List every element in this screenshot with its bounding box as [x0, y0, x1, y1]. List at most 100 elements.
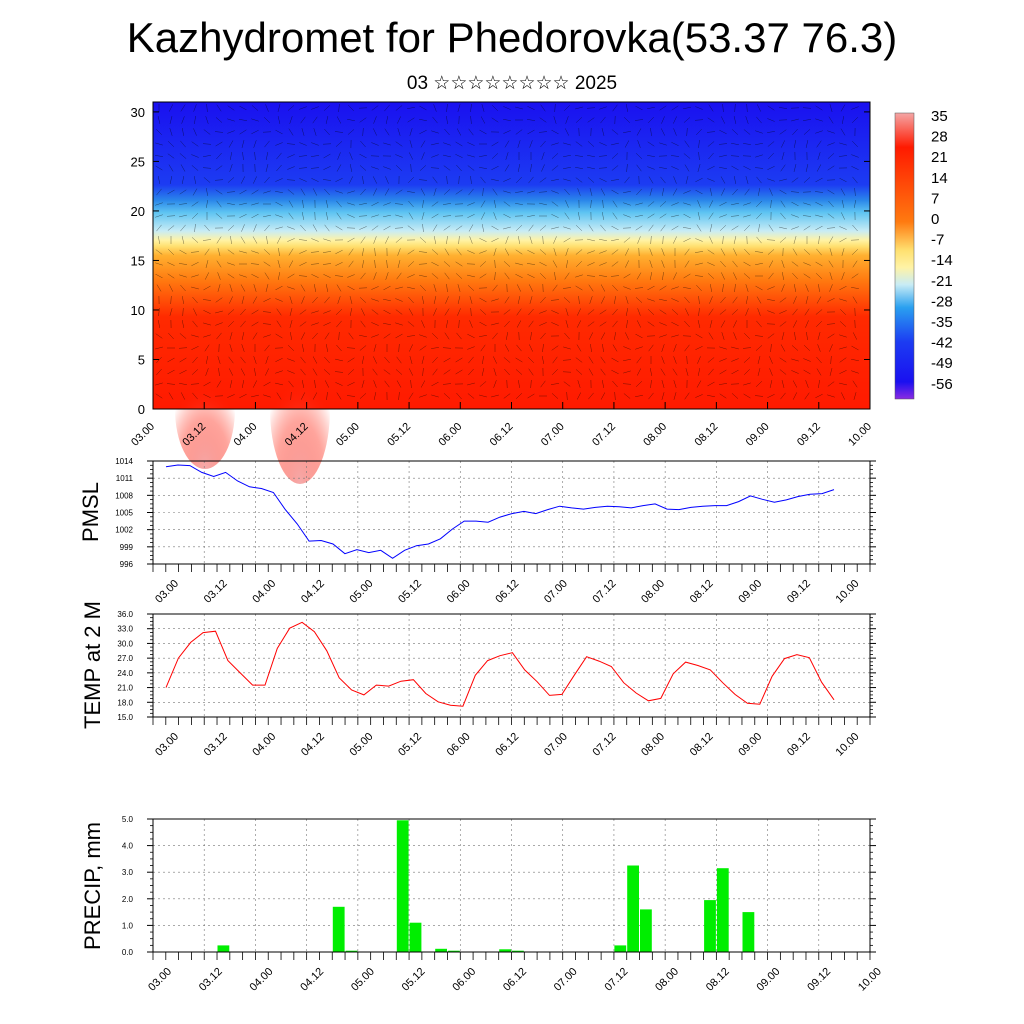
wind-vector [575, 357, 583, 363]
wind-vector [635, 153, 643, 159]
wind-vector [407, 274, 415, 278]
wind-vector [469, 236, 473, 244]
wind-vector [252, 380, 258, 388]
wind-vector [455, 261, 463, 267]
heatmap-y-tick-label: 25 [131, 154, 145, 169]
wind-vector [683, 273, 691, 279]
wind-vector [829, 272, 833, 280]
wind-vector [359, 117, 367, 123]
wind-vector [335, 262, 343, 266]
wind-vector [286, 143, 296, 145]
wind-vector [443, 357, 451, 363]
wind-vector [253, 356, 257, 364]
wind-vector [744, 333, 750, 339]
wind-vector [421, 296, 425, 304]
wind-vector [769, 356, 773, 364]
wind-vector [193, 104, 197, 112]
wind-vector [661, 380, 665, 388]
wind-vector [431, 347, 439, 349]
x-tick-label: 07.12 [602, 966, 630, 994]
wind-vector [216, 260, 222, 268]
wind-vector [671, 166, 679, 170]
precip-bar [640, 909, 652, 952]
wind-vector [251, 105, 259, 111]
wind-vector [443, 261, 451, 267]
wind-vector [504, 320, 510, 328]
wind-vector [660, 368, 666, 376]
wind-vector [301, 344, 305, 352]
wind-vector [156, 284, 162, 292]
wind-vector [444, 272, 450, 280]
wind-vector [708, 152, 714, 160]
heatmap-y-tick-label: 10 [131, 303, 145, 318]
wind-vector [395, 286, 403, 290]
wind-vector [829, 284, 833, 292]
wind-vector [611, 369, 619, 375]
wind-vector [338, 103, 340, 113]
wind-vector [458, 235, 460, 245]
wind-vector [734, 103, 736, 113]
x-tick-label: 03.00 [146, 966, 174, 994]
wind-vector [227, 309, 235, 315]
wind-vector [468, 224, 474, 232]
wind-vector [217, 284, 221, 292]
wind-vector [239, 393, 247, 399]
wind-vector [767, 118, 775, 122]
precip-bar [396, 820, 409, 952]
wind-vector [276, 152, 282, 160]
chart-title: Kazhydromet for Phedorovka(53.37 76.3) [126, 14, 898, 61]
wind-vector [827, 130, 835, 134]
wind-vector [206, 188, 208, 196]
wind-vector [671, 202, 679, 206]
precip-bar [345, 950, 358, 952]
wind-vector [587, 262, 595, 266]
temp-line [165, 621, 835, 707]
wind-vector [526, 119, 536, 121]
wind-vector [298, 275, 308, 277]
wind-vector [792, 128, 798, 136]
wind-vector [635, 297, 643, 303]
wind-vector [239, 105, 247, 111]
wind-vector [409, 344, 413, 352]
wind-vector [432, 356, 438, 364]
wind-vector [239, 189, 247, 195]
wind-vector [767, 310, 775, 314]
wind-vector [515, 393, 523, 399]
temp-grid [152, 613, 871, 718]
wind-vector [277, 260, 281, 268]
wind-vector [407, 191, 415, 193]
wind-vector [443, 142, 451, 146]
wind-vector [264, 224, 270, 232]
wind-vector [216, 380, 222, 388]
wind-vector [202, 167, 212, 169]
wind-vector [647, 213, 655, 219]
wind-vector [599, 309, 607, 315]
wind-vector [623, 273, 631, 279]
wind-vector [779, 237, 787, 243]
wind-vector [158, 236, 160, 244]
wind-vector [731, 129, 739, 135]
wind-vector [839, 346, 847, 350]
wind-vector [418, 179, 428, 181]
wind-vector [706, 131, 716, 133]
wind-vector [792, 308, 798, 316]
wind-vector [527, 393, 535, 399]
y-tick-label: 1011 [116, 474, 134, 483]
wind-vector [540, 140, 546, 148]
wind-vector [169, 308, 173, 316]
wind-vector [826, 227, 836, 229]
x-tick-label: 03.00 [153, 731, 181, 759]
wind-vector [300, 224, 306, 232]
wind-vector [601, 128, 605, 136]
wind-vector [754, 167, 764, 169]
wind-vector [167, 369, 175, 375]
wind-vector [408, 200, 414, 208]
wind-vector [526, 263, 536, 265]
wind-vector [610, 179, 620, 181]
wind-vector [182, 307, 184, 317]
wind-vector [625, 308, 629, 316]
wind-vector [503, 261, 511, 267]
wind-vector [719, 167, 727, 169]
wind-vector [322, 263, 332, 265]
